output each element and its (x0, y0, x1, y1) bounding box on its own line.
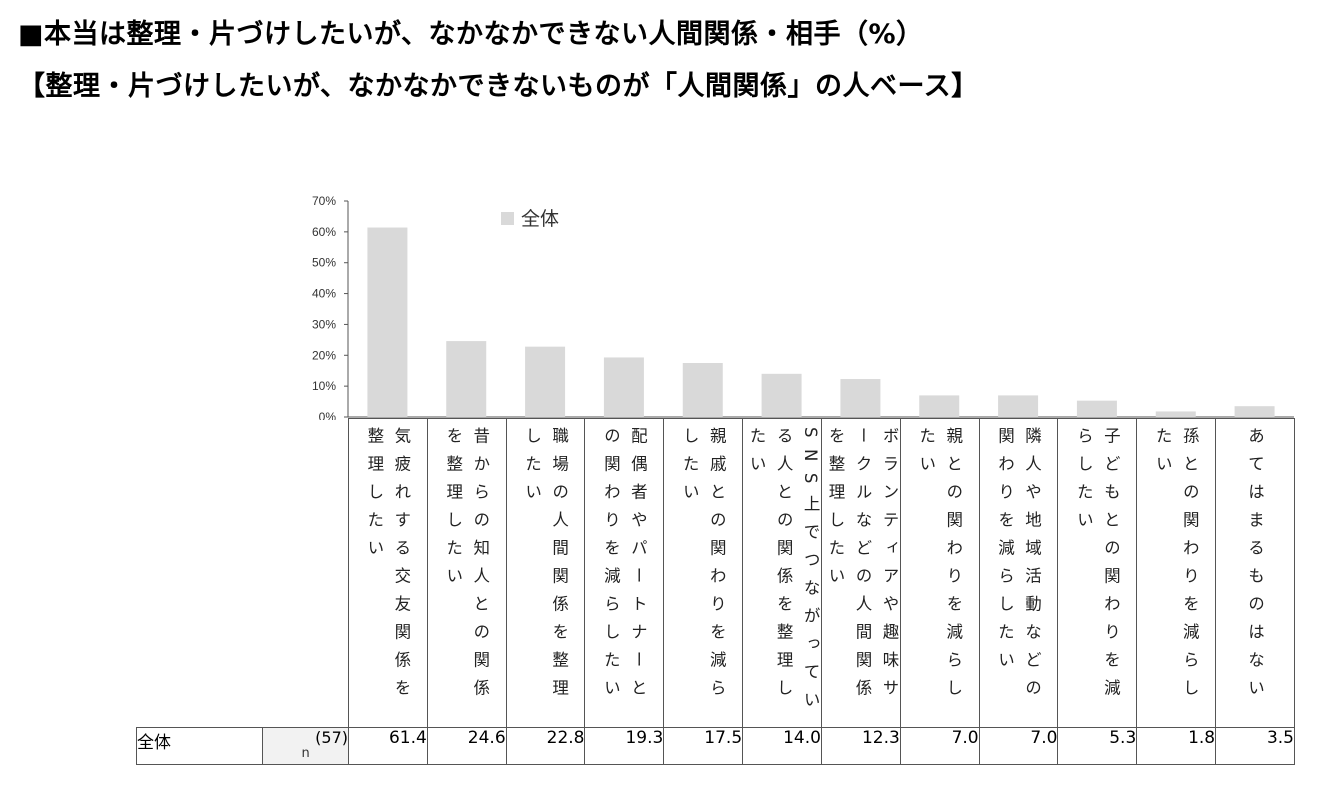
legend-label: 全体 (521, 208, 559, 230)
y-tick-label: 30% (312, 317, 336, 331)
bar (1234, 406, 1275, 417)
category-label: ボランティアや趣味サークルなどの人間関係を整理したい (825, 427, 899, 707)
bar (1155, 411, 1196, 417)
value-label: 12.3 (820, 727, 901, 765)
value-label: 61.4 (348, 727, 428, 765)
y-tick-label: 0% (319, 410, 337, 420)
n-value: (57) (262, 727, 349, 765)
value-label: 5.3 (1057, 727, 1138, 765)
chart-title: ■本当は整理・片づけしたいが、なかなかできない人間関係・相手（%） (18, 19, 924, 50)
category-cell: 昔からの知人との関係を整理したい (426, 418, 507, 728)
category-cell: SNS上でつながっている人との関係を整理したい (742, 418, 822, 728)
bar (998, 395, 1039, 417)
n-header: n (301, 745, 310, 761)
category-cell: ボランティアや趣味サークルなどの人間関係を整理したい (820, 418, 901, 728)
category-label: あてはまるものはない (1245, 427, 1265, 707)
bar-chart: 0% 10% 20% 30% 40% 50% 60% 70% 全体 (312, 194, 1294, 420)
category-cell: 孫との関わりを減らしたい (1136, 418, 1217, 728)
category-cell: 親との関わりを減らしたい (899, 418, 980, 728)
y-tick-label: 40% (312, 287, 336, 301)
category-cell: 配偶者やパートナーとの関わりを減らしたい (584, 418, 665, 728)
chart-subtitle: 【整理・片づけしたいが、なかなかできないものが「人間関係」の人ベース】 (18, 71, 979, 102)
y-tick-label: 60% (312, 225, 336, 239)
category-cell: 子どもとの関わりを減らしたい (1057, 418, 1138, 728)
bar (682, 363, 723, 417)
category-label: 気疲れする交友関係を整理したい (364, 427, 411, 707)
bar (367, 227, 408, 417)
value-label: 7.0 (978, 727, 1059, 765)
y-tick-label: 70% (312, 194, 336, 208)
value-label: 19.3 (584, 727, 665, 765)
category-label: 職場の人間関係を整理したい (522, 427, 569, 707)
value-label: 1.8 (1136, 727, 1217, 765)
category-cell: 職場の人間関係を整理したい (505, 418, 586, 728)
category-cell: 隣人や地域活動などの関わりを減らしたい (978, 418, 1059, 728)
category-cell: 気疲れする交友関係を整理したい (348, 418, 428, 728)
value-label: 17.5 (663, 727, 744, 765)
bar (525, 346, 566, 417)
bar (446, 341, 487, 417)
category-label: 配偶者やパートナーとの関わりを減らしたい (601, 427, 648, 707)
category-cell: 親戚との関わりを減らしたい (663, 418, 744, 728)
bar (603, 357, 644, 417)
y-tick-label: 10% (312, 379, 336, 393)
value-label: 14.0 (742, 727, 822, 765)
category-label: SNS上でつながっている人との関係を整理したい (747, 427, 821, 719)
y-tick-label: 50% (312, 256, 336, 270)
category-label: 隣人や地域活動などの関わりを減らしたい (995, 427, 1042, 707)
category-label: 親との関わりを減らしたい (916, 427, 963, 707)
bar (919, 395, 960, 417)
y-tick-label: 20% (312, 348, 336, 362)
value-label: 22.8 (505, 727, 586, 765)
category-label: 親戚との関わりを減らしたい (680, 427, 727, 707)
bar (1076, 400, 1117, 417)
category-label: 昔からの知人との関係を整理したい (443, 427, 490, 707)
data-table: n 気疲れする交友関係を整理したい 昔からの知人との関係を整理したい 職場の人間関係… (136, 418, 1295, 765)
category-label: 子どもとの関わりを減らしたい (1074, 427, 1121, 707)
value-label: 24.6 (426, 727, 507, 765)
category-cell: あてはまるものはない (1215, 418, 1295, 728)
row-label: 全体 (136, 727, 263, 765)
bar (761, 373, 802, 417)
value-label: 7.0 (899, 727, 980, 765)
bar (840, 379, 881, 417)
legend-swatch (501, 212, 514, 225)
category-label: 孫との関わりを減らしたい (1153, 427, 1200, 707)
value-label: 3.5 (1215, 727, 1295, 765)
